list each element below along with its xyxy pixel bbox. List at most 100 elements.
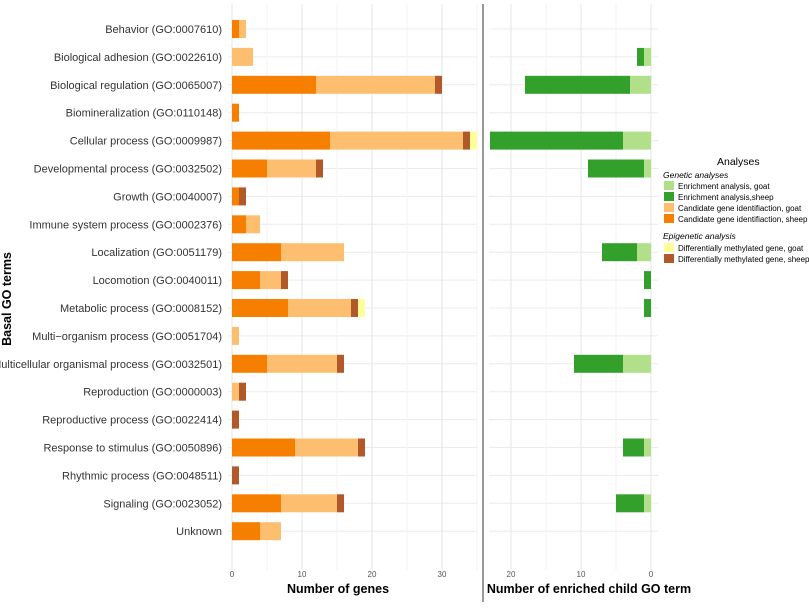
right-x-ticks: 20 10 0 [507,570,654,579]
bar-enrichment-analysis-goat-developmental-process-go-0032502 [644,159,651,178]
legend-swatch-methylated-goat [664,243,674,252]
category-label: Immune system process (GO:0002376) [29,219,222,231]
bar-enrichment-analysis-sheep-biological-adhesion-go-0022610 [637,47,644,66]
category-labels: Behavior (GO:0007610) Biological adhesion… [0,24,222,538]
bar-enrichment-analysis-sheep-metabolic-process-go-0008152 [644,299,651,317]
bar-differentially-methylated-gene-sheep-reproductive-process-go-0022414 [232,410,239,429]
legend-swatch-candidate-sheep [664,214,674,223]
bar-candidate-gene-identifiaction-goat-multi-organism-process-go-0051704 [232,326,239,345]
bar-enrichment-analysis-goat-signaling-go-0023052 [644,494,651,513]
bar-candidate-gene-identifiaction-goat-reproduction-go-0000003 [232,382,239,401]
category-label: Metabolic process (GO:0008152) [60,303,222,315]
category-label: Response to stimulus (GO:0050896) [43,443,222,455]
right-tick-label: 10 [577,570,586,579]
bar-candidate-gene-identifiaction-sheep-metabolic-process-go-0008152 [232,299,288,317]
bar-enrichment-analysis-sheep-biological-regulation-go-0065007 [525,75,630,94]
bar-differentially-methylated-gene-sheep-response-to-stimulus-go-0050896 [358,438,365,457]
bar-candidate-gene-identifiaction-sheep-locomotion-go-0040011 [232,271,260,290]
bar-candidate-gene-identifiaction-goat-cellular-process-go-0009987 [330,131,463,150]
bar-enrichment-analysis-goat-response-to-stimulus-go-0050896 [644,438,651,457]
legend-swatch-enrichment-goat [664,181,674,190]
bar-enrichment-analysis-goat-localization-go-0051179 [637,243,651,262]
bar-candidate-gene-identifiaction-sheep-cellular-process-go-0009987 [232,131,330,150]
category-label: Reproductive process (GO:0022414) [42,415,222,427]
bar-candidate-gene-identifiaction-goat-biological-regulation-go-0065007 [316,75,435,94]
bar-differentially-methylated-gene-sheep-signaling-go-0023052 [337,494,344,513]
bar-differentially-methylated-gene-goat-cellular-process-go-0009987 [470,131,477,150]
bar-candidate-gene-identifiaction-goat-locomotion-go-0040011 [260,271,281,290]
bar-differentially-methylated-gene-sheep-locomotion-go-0040011 [281,271,288,290]
left-x-axis-title: Number of genes [287,582,389,596]
category-label: Growth (GO:0040007) [113,191,222,203]
left-tick-label: 20 [368,570,377,579]
category-label: Behavior (GO:0007610) [105,24,222,36]
category-label: Locomotion (GO:0040011) [93,275,222,287]
legend-group-epigenetic-title: Epigenetic analysis [663,231,737,241]
bar-candidate-gene-identifiaction-sheep-behavior-go-0007610 [232,20,239,38]
legend-label-methylated-goat: Differentially methylated gene, goat [678,244,804,253]
bar-candidate-gene-identifiaction-sheep-multicellular-organismal-process-go-0032501 [232,354,267,373]
bar-enrichment-analysis-sheep-response-to-stimulus-go-0050896 [623,438,644,457]
category-label: Signaling (GO:0023052) [103,498,222,510]
legend-label-enrichment-goat: Enrichment analysis, goat [678,182,770,191]
category-label: Biological regulation (GO:0065007) [50,80,222,92]
bar-candidate-gene-identifiaction-sheep-response-to-stimulus-go-0050896 [232,438,295,457]
bar-enrichment-analysis-sheep-locomotion-go-0040011 [644,271,651,290]
legend-swatch-methylated-sheep [664,254,674,263]
category-label: Localization (GO:0051179) [91,247,222,259]
legend-label-candidate-goat: Candidate gene identifiaction, goat [678,204,802,213]
category-label: Cellular process (GO:0009987) [70,136,222,148]
bar-differentially-methylated-gene-sheep-biological-regulation-go-0065007 [435,75,442,94]
bar-enrichment-analysis-sheep-signaling-go-0023052 [616,494,644,513]
left-panel-bars [232,20,477,541]
left-tick-label: 30 [438,570,447,579]
category-label: Biological adhesion (GO:0022610) [54,52,222,64]
left-tick-label: 0 [230,570,235,579]
bar-candidate-gene-identifiaction-sheep-biological-regulation-go-0065007 [232,75,316,94]
left-x-ticks: 0 10 20 30 [230,570,447,579]
bar-differentially-methylated-gene-sheep-cellular-process-go-0009987 [463,131,470,150]
right-tick-label: 20 [507,570,516,579]
right-tick-label: 0 [649,570,654,579]
bar-candidate-gene-identifiaction-sheep-immune-system-process-go-0002376 [232,215,246,234]
bar-enrichment-analysis-sheep-cellular-process-go-0009987 [490,131,623,150]
category-label: Unknown [176,526,222,538]
bar-differentially-methylated-gene-sheep-multicellular-organismal-process-go-0032501 [337,354,344,373]
bar-differentially-methylated-gene-sheep-rhythmic-process-go-0048511 [232,466,239,485]
bar-differentially-methylated-gene-sheep-reproduction-go-0000003 [239,382,246,401]
category-label: Multicellular organismal process (GO:003… [0,359,222,371]
bar-candidate-gene-identifiaction-sheep-developmental-process-go-0032502 [232,159,267,178]
category-label: Developmental process (GO:0032502) [34,164,222,176]
bar-candidate-gene-identifiaction-sheep-signaling-go-0023052 [232,494,281,513]
bar-candidate-gene-identifiaction-goat-developmental-process-go-0032502 [267,159,316,178]
bar-enrichment-analysis-sheep-localization-go-0051179 [602,243,637,262]
legend-group-genetic-title: Genetic analyses [663,170,729,180]
left-tick-label: 10 [298,570,307,579]
bar-enrichment-analysis-goat-biological-adhesion-go-0022610 [644,47,651,66]
bar-candidate-gene-identifiaction-goat-behavior-go-0007610 [239,20,246,38]
legend-label-candidate-sheep: Candidate gene identifiaction, sheep [678,215,808,224]
legend-label-methylated-sheep: Differentially methylated gene, sheep [678,255,809,264]
bar-candidate-gene-identifiaction-goat-multicellular-organismal-process-go-0032501 [267,354,337,373]
legend-swatch-candidate-goat [664,203,674,212]
legend-title: Analyses [717,156,760,168]
legend-label-enrichment-sheep: Enrichment analysis,sheep [678,193,774,202]
bar-candidate-gene-identifiaction-goat-signaling-go-0023052 [281,494,337,513]
bar-candidate-gene-identifiaction-goat-response-to-stimulus-go-0050896 [295,438,358,457]
bar-candidate-gene-identifiaction-goat-unknown [260,522,281,541]
bar-enrichment-analysis-goat-biological-regulation-go-0065007 [630,75,651,94]
category-label: Reproduction (GO:0000003) [83,387,222,399]
bar-candidate-gene-identifiaction-goat-metabolic-process-go-0008152 [288,299,351,317]
bar-candidate-gene-identifiaction-sheep-unknown [232,522,260,541]
bar-enrichment-analysis-sheep-multicellular-organismal-process-go-0032501 [574,354,623,373]
bar-enrichment-analysis-sheep-developmental-process-go-0032502 [588,159,644,178]
bar-differentially-methylated-gene-goat-metabolic-process-go-0008152 [358,299,365,317]
bar-candidate-gene-identifiaction-sheep-localization-go-0051179 [232,243,281,262]
bar-enrichment-analysis-goat-multicellular-organismal-process-go-0032501 [623,354,651,373]
bar-candidate-gene-identifiaction-goat-localization-go-0051179 [281,243,344,262]
category-label: Biomineralization (GO:0110148) [66,108,222,120]
bar-candidate-gene-identifiaction-goat-immune-system-process-go-0002376 [246,215,260,234]
bar-differentially-methylated-gene-sheep-growth-go-0040007 [239,187,246,206]
bar-differentially-methylated-gene-sheep-developmental-process-go-0032502 [316,159,323,178]
